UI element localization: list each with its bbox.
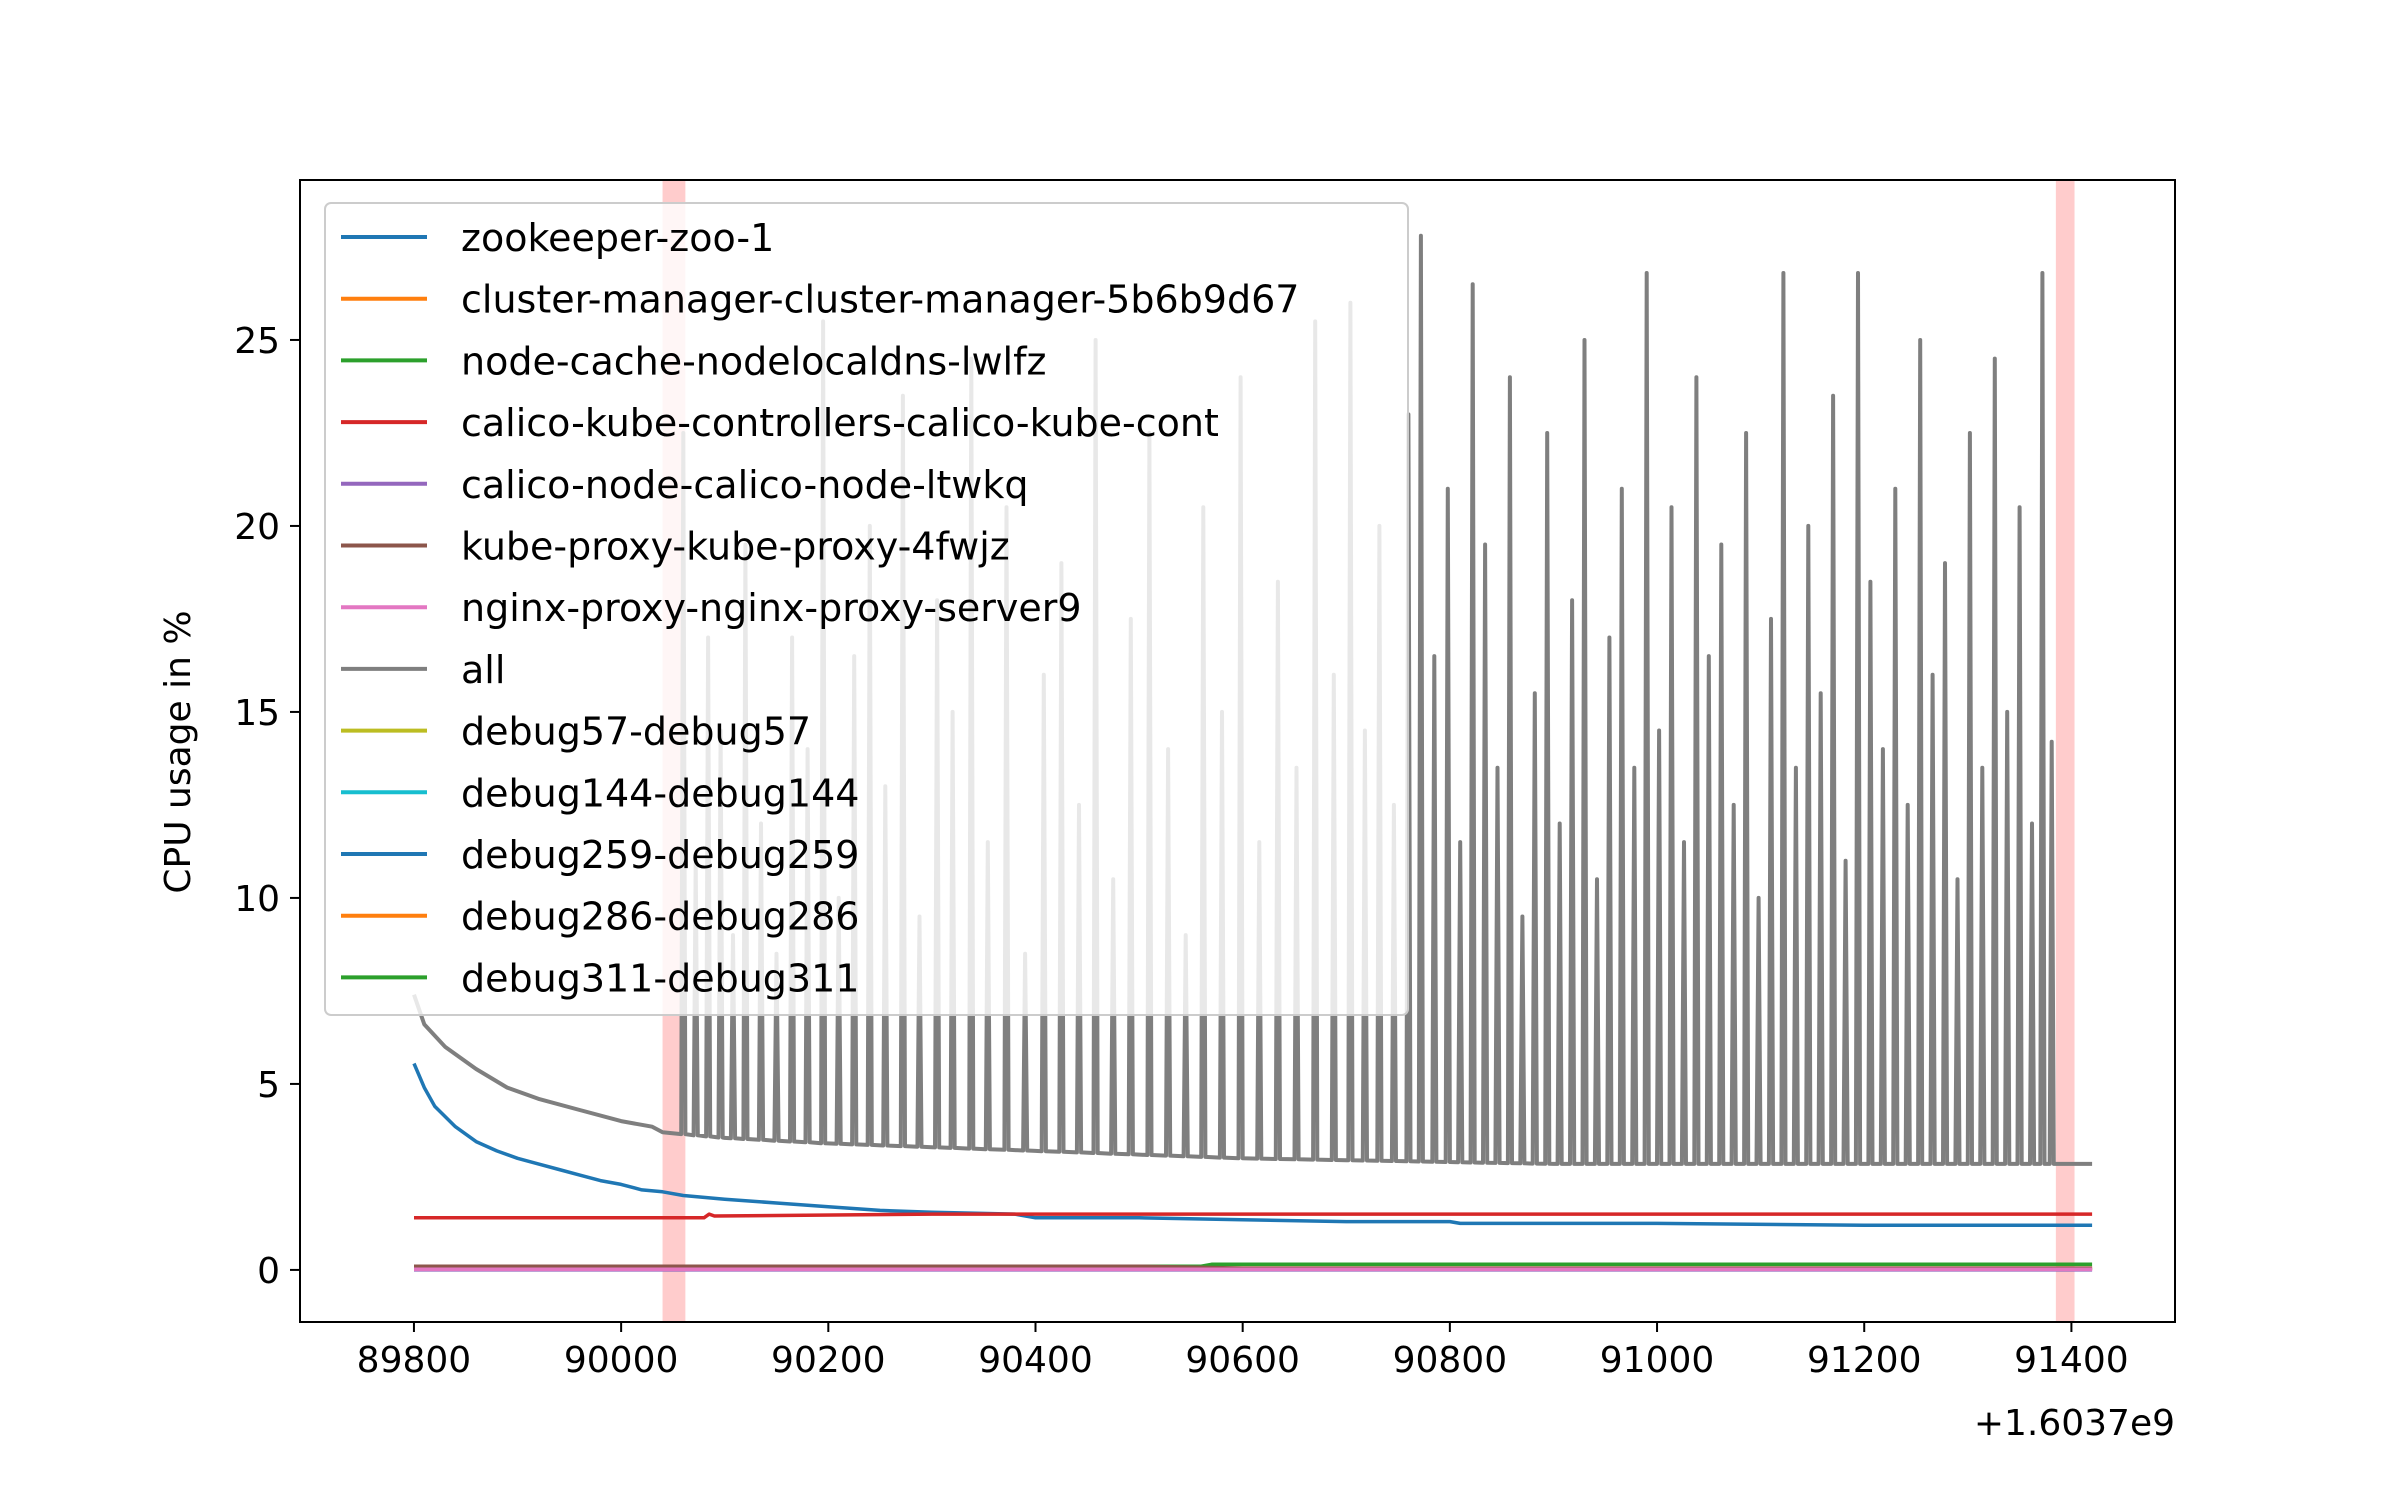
legend-label-all: all <box>461 648 505 692</box>
y-tick-label: 10 <box>234 879 280 920</box>
legend-label-debug57-debug57: debug57-debug57 <box>461 710 811 754</box>
legend-label-cluster-manager-cluster-manager-5b6b9d67: cluster-manager-cluster-manager-5b6b9d67 <box>461 278 1299 322</box>
axes-frame <box>299 179 2176 1323</box>
x-ticks: 89800 90000 90200 90400 90600 90800 91000 91200… <box>357 1322 2129 1381</box>
legend-label-debug311-debug311: debug311-debug311 <box>461 956 859 1000</box>
x-tick-label: 90600 <box>1185 1340 1300 1381</box>
x-tick-label: 91200 <box>1807 1340 1922 1381</box>
legend-label-nginx-proxy-nginx-proxy-server9: nginx-proxy-nginx-proxy-server9 <box>461 586 1082 630</box>
axes <box>299 179 2176 1323</box>
x-tick-label: 90400 <box>978 1340 1093 1381</box>
y-axis-label: CPU usage in % <box>158 610 199 893</box>
legend-label-debug144-debug144: debug144-debug144 <box>461 771 859 815</box>
y-tick-label: 0 <box>257 1251 280 1292</box>
y-tick-label: 15 <box>234 693 280 734</box>
highlight-band-2 <box>2055 180 2075 1322</box>
series-line-zookeeper-zoo-1 <box>412 1062 2093 1228</box>
legend: zookeeper-zoo-1 cluster-manager-cluster-m… <box>324 202 1409 1016</box>
legend-label-debug259-debug259: debug259-debug259 <box>461 833 859 877</box>
legend-label-calico-node-calico-node-ltwkq: calico-node-calico-node-ltwkq <box>461 463 1028 507</box>
x-tick-label: 89800 <box>357 1340 472 1381</box>
plot-area <box>412 233 2093 1272</box>
legend-label-calico-kube-controllers-calico-kube-cont: calico-kube-controllers-calico-kube-cont <box>461 401 1219 445</box>
y-ticks: 0 5 10 15 20 25 <box>234 321 300 1292</box>
x-tick-label: 90000 <box>564 1340 679 1381</box>
series-line-calico-kube-controllers-calico-kube-cont <box>414 1212 2093 1220</box>
legend-label-node-cache-nodelocaldns-lwlfz: node-cache-nodelocaldns-lwlfz <box>461 339 1046 383</box>
x-tick-label: 91000 <box>1600 1340 1715 1381</box>
x-tick-label: 90800 <box>1393 1340 1508 1381</box>
y-tick-label: 25 <box>234 321 280 362</box>
x-tick-label: 91400 <box>2014 1340 2129 1381</box>
legend-label-debug286-debug286: debug286-debug286 <box>461 895 859 939</box>
x-offset-label: +1.6037e9 <box>1974 1403 2175 1444</box>
y-tick-label: 20 <box>234 507 280 548</box>
legend-label-zookeeper-zoo-1: zookeeper-zoo-1 <box>461 216 774 260</box>
x-tick-label: 90200 <box>771 1340 886 1381</box>
legend-label-kube-proxy-kube-proxy-4fwjz: kube-proxy-kube-proxy-4fwjz <box>461 525 1010 569</box>
y-tick-label: 5 <box>257 1065 280 1106</box>
legend-box <box>324 202 1409 1016</box>
